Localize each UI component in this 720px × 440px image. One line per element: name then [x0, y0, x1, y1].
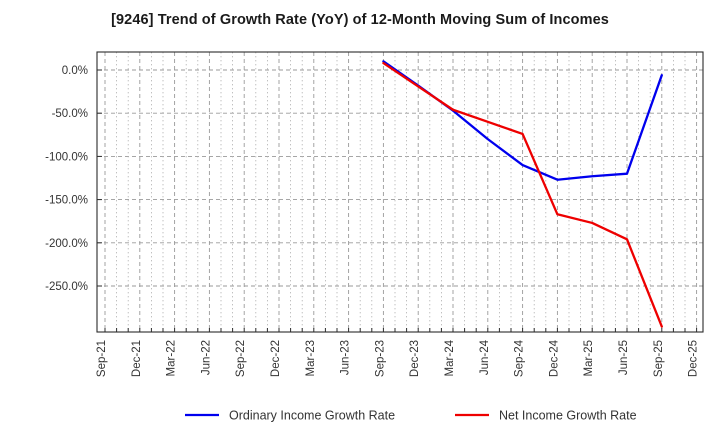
x-axis-tick-label: Mar-25: [583, 340, 595, 376]
y-axis-tick-label: -100.0%: [45, 151, 88, 163]
y-axis-tick-label: -200.0%: [45, 238, 88, 250]
y-axis-tick-label: -50.0%: [52, 108, 88, 120]
x-axis-tick-label: Jun-24: [479, 339, 491, 375]
x-axis-tick-label: Jun-22: [200, 340, 212, 375]
x-axis-tick-labels: Sep-21 Dec-21 Mar-22 Jun-22 Sep-22 Dec-22 Mar-…: [96, 339, 700, 377]
x-axis-tick-label: Dec-23: [409, 340, 421, 377]
y-axis-tick-label: -250.0%: [45, 281, 88, 293]
x-axis-tick-label: Dec-22: [270, 340, 282, 377]
x-axis-tick-label: Dec-21: [131, 340, 143, 377]
series-line-net-income: [382, 61, 663, 328]
x-axis-tick-label: Mar-24: [444, 339, 456, 376]
y-axis-tick-labels: 0.0% -50.0% -100.0% -150.0% -200.0% -250.0%: [45, 65, 88, 293]
data-series: [382, 60, 663, 328]
x-axis-tick-label: Jun-25: [618, 340, 630, 375]
x-axis-ticks: [104, 328, 698, 332]
x-axis-tick-label: Sep-21: [96, 340, 108, 377]
legend-label-net-income: Net Income Growth Rate: [499, 409, 637, 423]
chart-legend: Ordinary Income Growth Rate Net Income Gr…: [185, 409, 637, 423]
x-axis-tick-label: Sep-24: [514, 339, 526, 377]
x-axis-tick-label: Sep-23: [374, 340, 386, 377]
x-axis-tick-label: Sep-25: [653, 340, 665, 377]
plot-frame: [96, 51, 704, 333]
x-axis-tick-label: Jun-23: [340, 340, 352, 375]
legend-label-ordinary-income: Ordinary Income Growth Rate: [229, 409, 395, 423]
grid-lines: [97, 52, 703, 332]
x-axis-tick-label: Sep-22: [235, 340, 247, 377]
x-axis-tick-label: Dec-24: [548, 339, 560, 377]
series-line-ordinary-income: [382, 60, 663, 181]
page-title: [9246] Trend of Growth Rate (YoY) of 12-…: [111, 12, 609, 28]
x-axis-tick-label: Dec-25: [688, 340, 700, 377]
y-axis-tick-label: 0.0%: [62, 65, 88, 77]
y-axis-tick-label: -150.0%: [45, 195, 88, 207]
x-axis-tick-label: Mar-22: [166, 340, 178, 376]
x-axis-tick-label: Mar-23: [305, 340, 317, 376]
